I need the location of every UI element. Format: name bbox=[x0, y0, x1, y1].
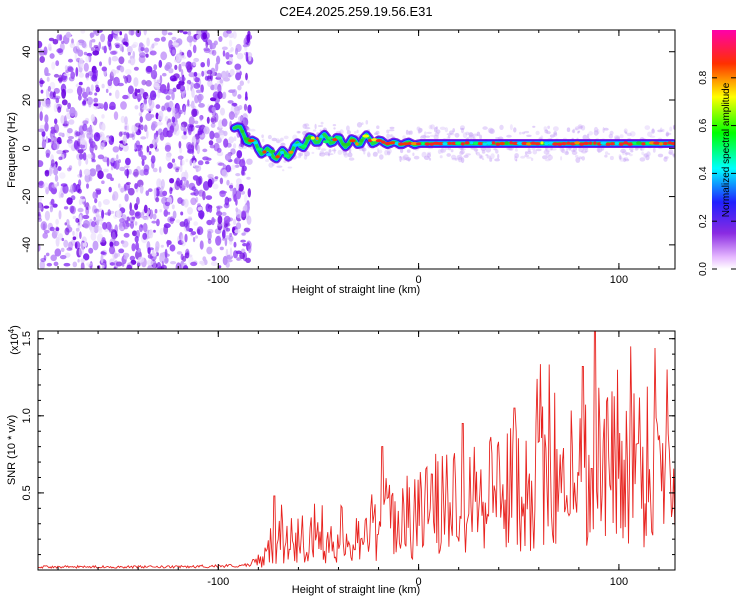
snr-y-tick-label: 1.5 bbox=[21, 331, 33, 346]
snr-y-axis-title: SNR (10 * v/v) bbox=[6, 415, 18, 485]
colorbar-ticks: 0.0 0.2 0.4 0.6 0.8 bbox=[698, 70, 736, 276]
colorbar-gradient bbox=[712, 30, 736, 269]
chart-title: C2E4.2025.259.19.56.E31 bbox=[279, 4, 432, 19]
snr-y-scale-factor: (x104) bbox=[7, 325, 21, 355]
snr-panel: -100 0 100 0.5 1.0 1.5 Height of straight li… bbox=[6, 325, 676, 596]
spectrogram-y-tick-label: 40 bbox=[21, 46, 33, 58]
snr-frame bbox=[37, 330, 676, 571]
noise-speckle bbox=[38, 30, 254, 269]
spectrogram-y-tick-label: 20 bbox=[21, 94, 33, 106]
snr-y-tick-label: 1.0 bbox=[21, 408, 33, 423]
signal-ridge bbox=[229, 122, 675, 164]
colorbar-tick-label: 0.8 bbox=[698, 70, 709, 84]
spectrogram-y-tick-label: -40 bbox=[21, 237, 33, 253]
spectrogram-x-ticks: -100 0 100 bbox=[57, 30, 660, 286]
colorbar-tick-label: 0.2 bbox=[698, 214, 709, 228]
colorbar-tick-label: 0.0 bbox=[698, 262, 709, 276]
snr-series-line bbox=[38, 331, 675, 570]
spectrogram-x-tick-label: 0 bbox=[416, 274, 422, 286]
spectrogram-frame bbox=[37, 29, 676, 270]
spectrogram-plot-area bbox=[38, 30, 675, 269]
snr-x-axis-title: Height of straight line (km) bbox=[292, 584, 420, 596]
colorbar-label: Normalized spectral amplitude bbox=[721, 82, 732, 217]
spectrogram-x-tick-label: -100 bbox=[207, 274, 229, 286]
snr-x-tick-label: -100 bbox=[207, 576, 229, 588]
snr-y-ticks: 0.5 1.0 1.5 bbox=[21, 331, 675, 556]
spectrogram-x-tick-label: 100 bbox=[610, 274, 628, 286]
colorbar-tick-label: 0.4 bbox=[698, 166, 709, 180]
spectrogram-y-ticks: -40 -20 0 20 40 bbox=[21, 46, 675, 253]
snr-plot-area bbox=[38, 331, 675, 570]
colorbar: 0.0 0.2 0.4 0.6 0.8 Normalized spectral ampl… bbox=[698, 30, 736, 276]
spectrogram-panel: -100 0 100 -40 -20 0 20 40 Height of straight … bbox=[6, 29, 676, 296]
snr-x-tick-label: 0 bbox=[416, 576, 422, 588]
spectrogram-y-axis-title: Frequency (Hz) bbox=[6, 112, 18, 188]
snr-x-tick-label: 100 bbox=[610, 576, 628, 588]
spectrogram-y-tick-label: -20 bbox=[21, 189, 33, 205]
snr-x-ticks: -100 0 100 bbox=[57, 331, 660, 588]
spectrogram-y-tick-label: 0 bbox=[21, 145, 33, 151]
snr-y-tick-label: 0.5 bbox=[21, 485, 33, 500]
spectrogram-x-axis-title: Height of straight line (km) bbox=[292, 284, 420, 296]
colorbar-tick-label: 0.6 bbox=[698, 118, 709, 132]
